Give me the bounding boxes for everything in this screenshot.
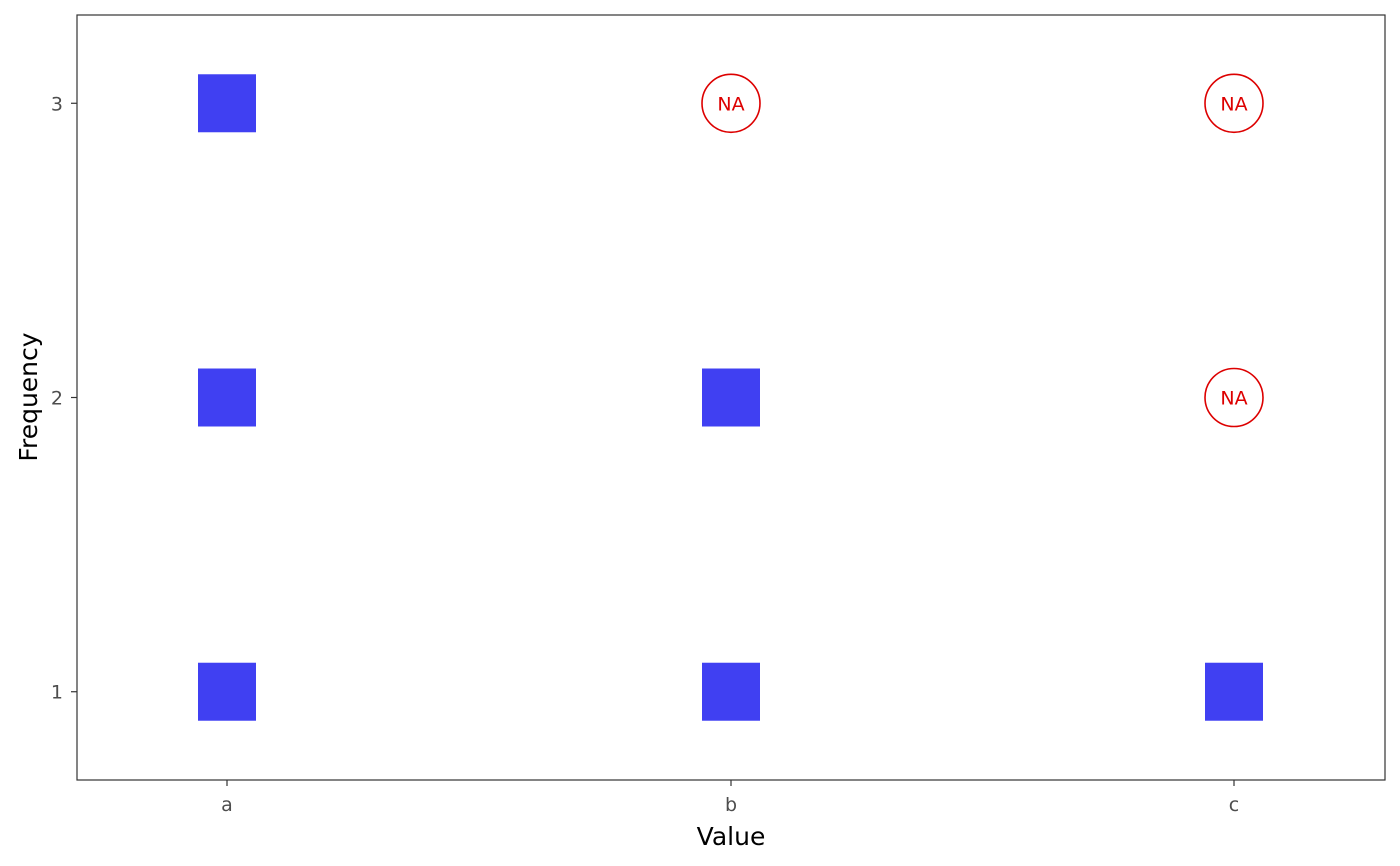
y-tick-label-2: 2 <box>51 388 63 410</box>
x-axis: a b c <box>221 780 1239 816</box>
na-marker-b-3 <box>701 73 761 134</box>
points-layer: NA NA NA <box>198 73 1264 721</box>
na-label-b-3: NA <box>717 93 744 115</box>
y-tick-label-3: 3 <box>51 93 63 115</box>
x-tick-label-b: b <box>725 794 737 816</box>
na-marker-c-2 <box>1204 367 1264 428</box>
x-tick-label-a: a <box>221 794 233 816</box>
point-c-1 <box>1205 662 1263 721</box>
na-label-c-2: NA <box>1220 388 1247 410</box>
point-b-1 <box>702 662 760 721</box>
point-b-2 <box>702 368 760 427</box>
y-tick-label-1: 1 <box>51 682 63 704</box>
na-marker-c-3 <box>1204 73 1264 134</box>
na-label-c-3: NA <box>1220 93 1247 115</box>
point-a-2 <box>198 368 256 427</box>
x-tick-label-c: c <box>1229 794 1239 816</box>
y-axis-title: Frequency <box>14 332 43 461</box>
y-axis: 1 2 3 <box>51 93 77 704</box>
point-a-1 <box>198 662 256 721</box>
point-a-3 <box>198 74 256 133</box>
x-axis-title: Value <box>697 822 766 851</box>
